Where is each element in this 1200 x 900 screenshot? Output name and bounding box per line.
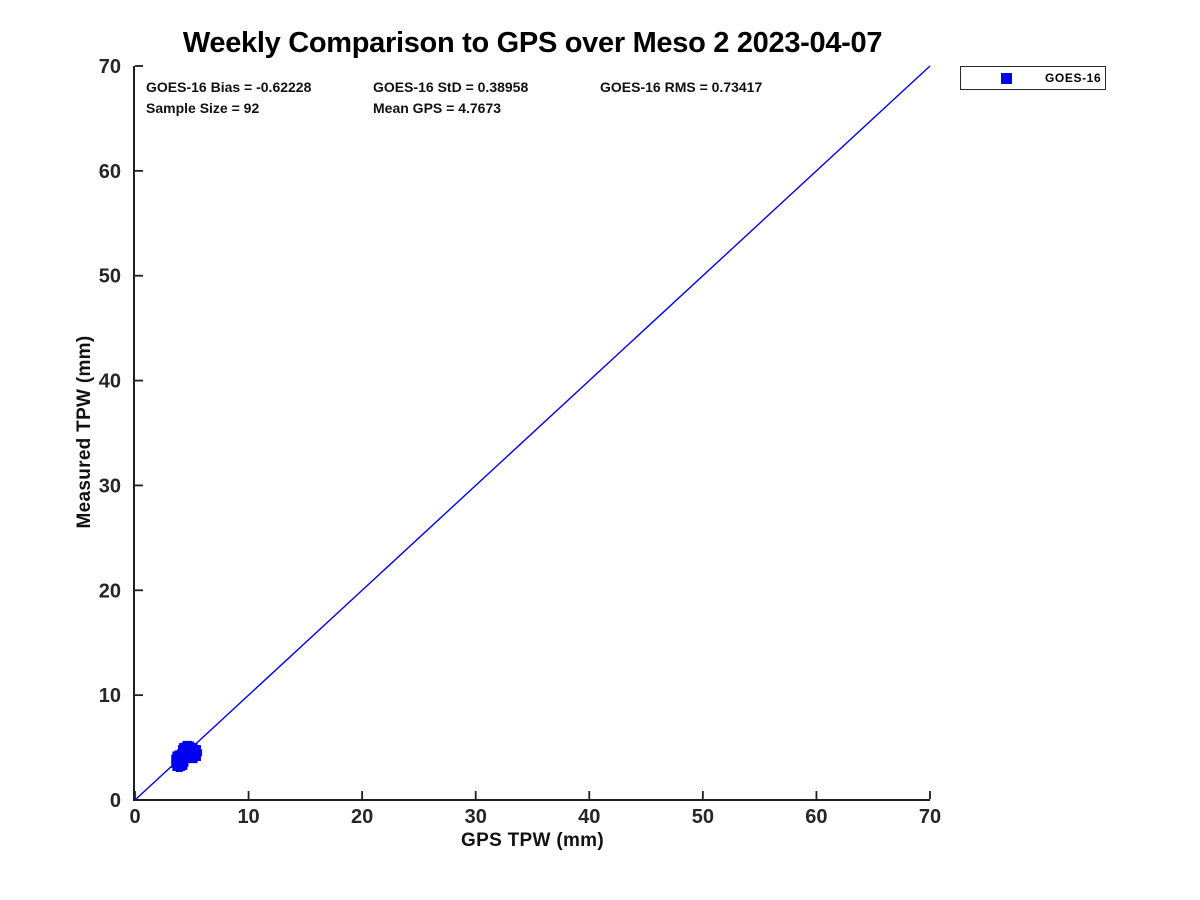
scatter-point xyxy=(180,762,188,770)
y-tick-label: 50 xyxy=(99,266,121,288)
scatter-point xyxy=(184,744,192,752)
y-tick-label: 60 xyxy=(99,161,121,183)
x-axis-label: GPS TPW (mm) xyxy=(461,830,604,851)
stat-mean-gps: Mean GPS = 4.7673 xyxy=(373,100,502,116)
y-tick-label: 0 xyxy=(110,790,121,812)
legend: GOES-16 xyxy=(960,66,1106,90)
scatter-point xyxy=(189,750,197,758)
y-tick-label: 70 xyxy=(99,56,121,78)
x-tick-label: 50 xyxy=(692,806,714,828)
x-tick-label: 10 xyxy=(237,806,259,828)
identity-line xyxy=(134,65,931,801)
chart-title: Weekly Comparison to GPS over Meso 2 202… xyxy=(182,27,883,59)
y-tick-label: 10 xyxy=(99,685,121,707)
x-tick-label: 30 xyxy=(465,806,487,828)
x-tick-label: 0 xyxy=(129,806,140,828)
stat-std: GOES-16 StD = 0.38958 xyxy=(373,79,529,95)
legend-label: GOES-16 xyxy=(1045,71,1102,85)
y-tick-label: 20 xyxy=(99,580,121,602)
legend-square-marker-icon xyxy=(1001,73,1012,84)
stat-bias: GOES-16 Bias = -0.62228 xyxy=(146,79,312,95)
x-tick-label: 60 xyxy=(805,806,827,828)
y-axis-label: Measured TPW (mm) xyxy=(74,335,95,529)
scatter-point xyxy=(190,756,198,764)
stat-sample-size: Sample Size = 92 xyxy=(146,100,260,116)
scatter-point xyxy=(176,753,184,761)
scatter-point xyxy=(178,748,186,756)
x-tick-label: 20 xyxy=(351,806,373,828)
x-tick-label: 70 xyxy=(919,806,941,828)
scatter-point xyxy=(183,755,191,763)
y-tick-label: 30 xyxy=(99,475,121,497)
y-tick-label: 40 xyxy=(99,371,121,393)
stat-rms: GOES-16 RMS = 0.73417 xyxy=(600,79,763,95)
x-tick-label: 40 xyxy=(578,806,600,828)
